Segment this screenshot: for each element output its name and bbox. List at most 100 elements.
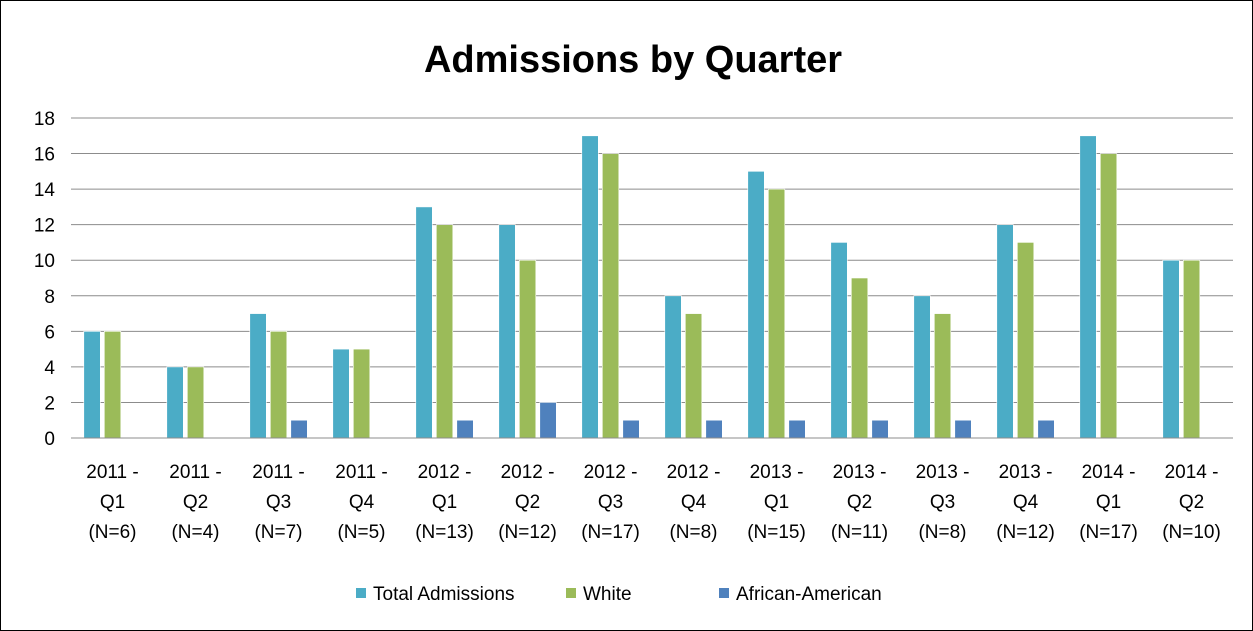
legend-label: White <box>583 584 632 605</box>
x-tick-label: 2011 - Q3 (N=7) <box>252 462 304 543</box>
y-tick-label: 18 <box>34 109 55 130</box>
legend-label: African-American <box>736 584 882 605</box>
x-tick-label-line: Q2 <box>515 492 540 513</box>
x-tick-label-line: (N=4) <box>171 522 219 543</box>
x-tick-label-line: 2014 - <box>1082 462 1136 483</box>
x-tick-label-line: (N=13) <box>415 522 474 543</box>
bar <box>954 419 972 439</box>
x-tick-label-line: (N=12) <box>996 522 1055 543</box>
y-tick-label: 4 <box>44 358 55 379</box>
legend-swatch <box>566 588 576 598</box>
x-tick-label-line: Q4 <box>681 492 707 513</box>
x-tick-label-line: 2012 - <box>584 462 638 483</box>
x-tick-label-line: Q2 <box>183 492 208 513</box>
series-1 <box>104 153 1201 439</box>
x-tick-label: 2013 - Q2 (N=11) <box>831 462 888 543</box>
x-tick-label: 2013 - Q4 (N=12) <box>996 462 1055 543</box>
bar <box>850 277 869 439</box>
legend-swatch <box>356 588 366 598</box>
x-tick-label-line: 2011 - <box>169 462 221 483</box>
x-tick-label-line: 2011 - <box>335 462 387 483</box>
bar <box>913 295 931 439</box>
x-tick-label-line: 2011 - <box>252 462 304 483</box>
x-tick-label-line: Q1 <box>764 492 789 513</box>
bar <box>498 224 516 439</box>
bar <box>104 330 122 439</box>
x-tick-label-line: Q3 <box>598 492 623 513</box>
chart-title: Admissions by Quarter <box>424 39 842 81</box>
x-tick-label-line: (N=17) <box>1079 522 1138 543</box>
bar <box>871 419 889 439</box>
bar <box>622 419 640 439</box>
bar <box>601 153 620 439</box>
bar <box>1079 135 1097 439</box>
x-tick-label: 2011 - Q2 (N=4) <box>169 462 221 543</box>
x-tick-label-line: 2012 - <box>418 462 472 483</box>
bar <box>1183 259 1201 439</box>
x-tick-label-line: (N=11) <box>831 522 888 543</box>
bar <box>1100 153 1118 439</box>
bar <box>83 330 101 439</box>
x-tick-label-line: Q4 <box>1013 492 1039 513</box>
x-tick-label: 2012 - Q4 (N=8) <box>667 462 721 543</box>
legend: Total Admissions White African-American <box>356 584 882 605</box>
x-tick-label-line: 2013 - <box>999 462 1053 483</box>
bar <box>166 366 184 439</box>
x-tick-label-line: (N=8) <box>669 522 717 543</box>
bar <box>352 348 371 439</box>
x-tick-label-line: Q1 <box>432 492 457 513</box>
bar <box>996 224 1014 439</box>
x-tick-label: 2014 - Q1 (N=17) <box>1079 462 1138 543</box>
x-tick-label-line: Q4 <box>349 492 375 513</box>
y-tick-label: 10 <box>34 251 55 272</box>
series-2 <box>290 402 1055 439</box>
x-tick-label-line: (N=8) <box>918 522 966 543</box>
legend-item: African-American <box>719 584 882 605</box>
bar <box>705 419 723 439</box>
gridlines <box>71 117 1233 403</box>
legend-item: White <box>566 584 632 605</box>
bar <box>415 206 433 439</box>
bar <box>435 224 454 439</box>
x-tick-label-line: 2012 - <box>667 462 721 483</box>
x-tick-label-line: Q3 <box>266 492 291 513</box>
bar <box>332 348 350 439</box>
legend-item: Total Admissions <box>356 584 515 605</box>
x-tick-label: 2012 - Q3 (N=17) <box>581 462 640 543</box>
bar <box>1037 419 1055 439</box>
x-tick-label: 2012 - Q2 (N=12) <box>498 462 557 543</box>
bar <box>1016 242 1035 439</box>
bars <box>83 135 1201 439</box>
bar <box>747 171 765 439</box>
bar <box>290 419 308 439</box>
bar <box>830 242 848 439</box>
x-tick-label-line: Q1 <box>1096 492 1121 513</box>
x-tick-labels: 2011 -Q1 (N=6)2011 -Q2 (N=4)2011 -Q3 (N=7)2… <box>86 462 1221 543</box>
y-tick-label: 14 <box>34 180 56 201</box>
bar <box>456 419 474 439</box>
bar <box>581 135 599 439</box>
x-tick-label-line: Q2 <box>847 492 872 513</box>
bar <box>1162 259 1180 439</box>
x-tick-label: 2014 - Q2 (N=10) <box>1162 462 1221 543</box>
x-tick-label: 2012 - Q1 (N=13) <box>415 462 474 543</box>
bar <box>269 330 288 439</box>
x-tick-label-line: Q3 <box>930 492 955 513</box>
x-tick-label-line: 2012 - <box>501 462 555 483</box>
bar <box>684 313 703 439</box>
legend-swatch <box>719 588 729 598</box>
x-tick-label-line: 2013 - <box>916 462 970 483</box>
y-tick-labels: 0 2 4 6 8 10 12 14 16 18 <box>34 109 56 450</box>
bar <box>788 419 806 439</box>
bar <box>664 295 682 439</box>
bar <box>518 259 537 439</box>
x-tick-label-line: 2013 - <box>750 462 804 483</box>
x-tick-label: 2013 - Q1 (N=15) <box>747 462 806 543</box>
x-tick-label: 2011 - Q4 (N=5) <box>335 462 387 543</box>
x-tick-label-line: (N=12) <box>498 522 557 543</box>
x-tick-label-line: (N=10) <box>1162 522 1221 543</box>
x-tick-label: 2013 - Q3 (N=8) <box>916 462 970 543</box>
x-tick-label: 2011 - Q1 (N=6) <box>86 462 138 543</box>
